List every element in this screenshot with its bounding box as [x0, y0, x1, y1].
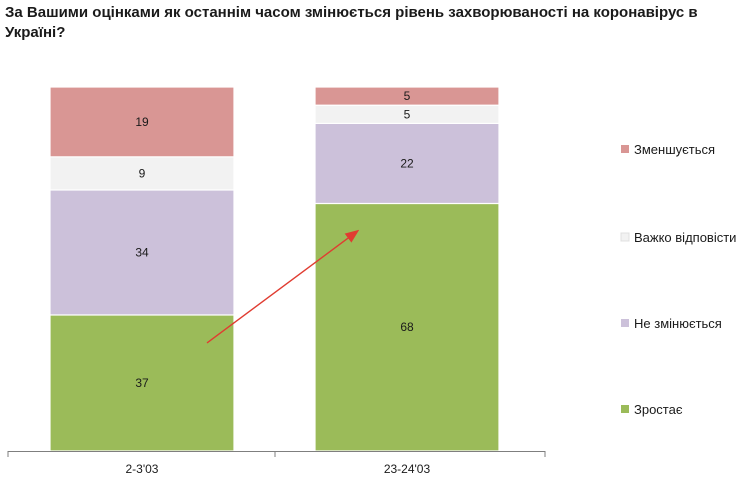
- legend-label-4: Зростає: [634, 402, 683, 417]
- legend-swatch-2: [620, 232, 630, 242]
- annotation-layer: [206, 229, 360, 344]
- trend-arrow: [206, 229, 360, 344]
- legend-swatch-1: [621, 145, 629, 153]
- legend-label-3: Не змінюється: [634, 316, 722, 331]
- legend-label-1: Зменшується: [634, 142, 715, 157]
- legend-label-2: Важко відповісти: [634, 230, 736, 245]
- bar-segment-1-2: [49, 189, 235, 316]
- data-label-2-4: 5: [404, 89, 411, 103]
- bar-segment-1-4: [49, 86, 235, 158]
- x-tick-label-2: 23-24'03: [384, 462, 431, 476]
- legend: Зменшується Важко відповісти Не змінюється…: [620, 142, 736, 417]
- data-label-1-3: 9: [139, 166, 146, 180]
- x-tick-label-1: 2-3'03: [126, 462, 159, 476]
- data-label-2-3: 5: [404, 107, 411, 121]
- legend-swatch-3: [621, 319, 629, 327]
- legend-swatch-4: [621, 405, 629, 413]
- data-label-1-1: 37: [135, 376, 149, 390]
- data-label-2-1: 68: [400, 320, 414, 334]
- bar-segment-1-1: [49, 314, 235, 452]
- bars-layer: 37 34 9 19 68 22 5 5: [49, 86, 500, 452]
- chart-title: За Вашими оцінками як останнім часом змі…: [5, 4, 698, 41]
- data-label-1-2: 34: [135, 245, 149, 259]
- x-axis: 2-3'03 23-24'03: [7, 451, 546, 476]
- bar-segment-1-3: [49, 156, 235, 191]
- bar-segment-2-4: [314, 86, 500, 106]
- data-label-1-4: 19: [135, 115, 149, 129]
- data-label-2-2: 22: [400, 156, 414, 170]
